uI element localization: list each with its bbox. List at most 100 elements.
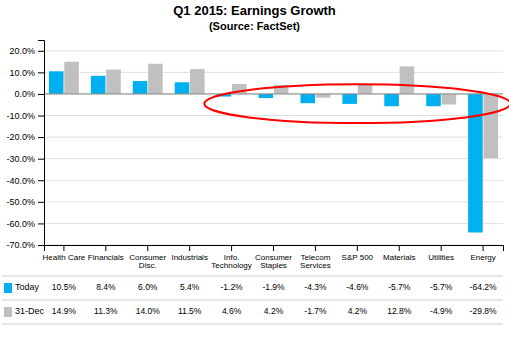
legend-swatch xyxy=(4,307,12,317)
y-tick-label: -70.0% xyxy=(6,240,35,250)
table-value: -1.2% xyxy=(220,282,243,292)
bar xyxy=(148,64,163,94)
x-tick: Materials xyxy=(383,245,415,262)
y-tick-mark xyxy=(38,159,44,160)
bar xyxy=(91,76,106,94)
x-tick: Industrials xyxy=(171,245,207,262)
y-tick-label: 0.0% xyxy=(14,89,35,99)
y-tick-mark xyxy=(38,223,44,224)
bar xyxy=(106,70,121,94)
x-tick-mark xyxy=(441,245,442,251)
y-tick: -30.0% xyxy=(6,154,44,164)
y-tick-label: -40.0% xyxy=(6,176,35,186)
bar xyxy=(483,94,498,158)
grid-line xyxy=(44,223,503,224)
table-value: 11.3% xyxy=(94,306,118,316)
x-tick-mark xyxy=(105,245,106,251)
legend-swatch xyxy=(4,283,12,293)
title: Q1 2015: Earnings Growth xyxy=(173,3,336,18)
y-tick: -20.0% xyxy=(6,132,44,142)
x-tick: Health Care xyxy=(43,245,86,262)
table-value: 6.0% xyxy=(138,282,158,292)
bar xyxy=(316,94,331,98)
table-value: -4.6% xyxy=(346,282,369,292)
grid-line xyxy=(44,201,503,202)
x-tick: TelecomServices xyxy=(300,245,331,270)
y-tick: 20.0% xyxy=(9,46,44,56)
x-tick-label: Health Care xyxy=(43,253,86,262)
table-value: -4.3% xyxy=(304,282,327,292)
y-tick-label: -10.0% xyxy=(6,111,35,121)
table-value: 4.6% xyxy=(222,306,242,316)
y-tick-mark xyxy=(38,202,44,203)
grid-line xyxy=(44,158,503,159)
table-value: 4.2% xyxy=(348,306,368,316)
x-tick: Utilities xyxy=(428,245,454,262)
table-value: -29.8% xyxy=(470,306,497,316)
x-tick-mark xyxy=(357,245,358,251)
x-tick-label: ConsumerDisc. xyxy=(129,253,166,271)
table-value: -4.9% xyxy=(430,306,453,316)
table-rule xyxy=(2,276,503,277)
y-tick: -50.0% xyxy=(6,197,44,207)
x-tick: ConsumerStaples xyxy=(255,245,292,270)
x-tick-mark xyxy=(147,245,148,251)
table-value: 14.9% xyxy=(52,306,77,316)
table-rule xyxy=(2,300,503,301)
x-tick-label: TelecomServices xyxy=(300,253,331,271)
y-tick: -40.0% xyxy=(6,176,44,186)
table-value: -1.9% xyxy=(262,282,285,292)
grid-line xyxy=(44,180,503,181)
y-tick-label: 10.0% xyxy=(9,68,35,78)
x-tick-label: Materials xyxy=(383,253,415,262)
x-tick-mark xyxy=(399,245,400,251)
grid xyxy=(44,51,503,245)
y-tick-mark xyxy=(38,51,44,52)
table-value: 5.4% xyxy=(180,282,200,292)
grid-line xyxy=(44,93,503,94)
y-tick-mark xyxy=(38,137,44,138)
bar xyxy=(384,94,399,106)
y-tick: -70.0% xyxy=(6,240,44,250)
table-value: 14.0% xyxy=(136,306,161,316)
y-tick-label: -50.0% xyxy=(6,197,35,207)
x-tick-mark xyxy=(483,245,484,251)
y-tick-label: -30.0% xyxy=(6,154,35,164)
legend-label: Today xyxy=(15,282,40,292)
bar xyxy=(442,94,457,105)
x-tick-mark xyxy=(231,245,232,251)
x-axis-line xyxy=(45,246,504,252)
bar xyxy=(64,62,79,94)
y-tick-mark xyxy=(38,94,44,95)
subtitle: (Source: FactSet) xyxy=(209,20,300,32)
y-axis-line xyxy=(38,41,45,246)
data-table: Today10.5%8.4%6.0%5.4%-1.2%-1.9%-4.3%-4.… xyxy=(2,276,503,324)
bar xyxy=(300,94,315,103)
y-tick-label: -20.0% xyxy=(6,132,35,142)
x-tick-label: Financials xyxy=(88,253,124,262)
x-tick-label: ConsumerStaples xyxy=(255,253,292,271)
bar xyxy=(400,66,415,94)
x-tick-mark xyxy=(273,245,274,251)
x-tick-label: Info.Technology xyxy=(211,253,251,271)
table-value: -5.7% xyxy=(430,282,453,292)
bar xyxy=(426,94,441,106)
grid-line xyxy=(44,50,503,51)
bar xyxy=(175,82,190,94)
y-tick-mark xyxy=(38,116,44,117)
highlight-ellipse xyxy=(204,84,509,123)
bar xyxy=(358,85,373,94)
bar-series xyxy=(64,62,498,158)
table-value: 11.5% xyxy=(178,306,202,316)
bar-series xyxy=(49,71,483,232)
bar xyxy=(342,94,357,104)
zero-line xyxy=(44,93,503,94)
y-tick-label: -60.0% xyxy=(6,219,35,229)
grid-line xyxy=(44,137,503,138)
y-tick: 10.0% xyxy=(9,68,44,78)
x-tick-mark xyxy=(63,245,64,251)
bar xyxy=(49,71,64,94)
y-tick: 0.0% xyxy=(14,89,44,99)
x-tick: Financials xyxy=(88,245,124,262)
x-tick-label: Energy xyxy=(470,253,495,262)
